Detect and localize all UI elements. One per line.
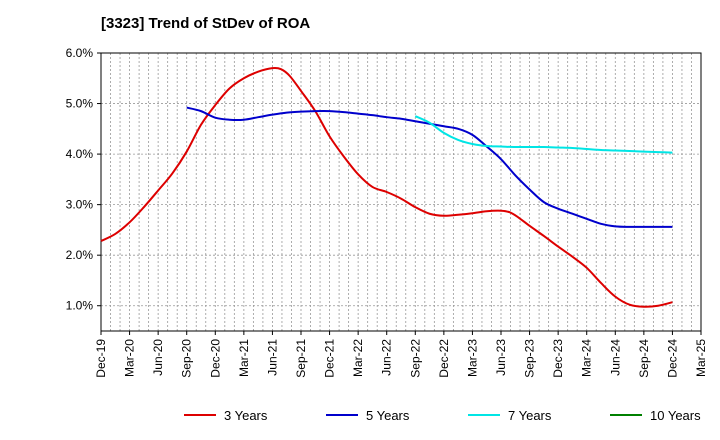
y-tick-label: 4.0% [66,147,94,161]
y-tick-label: 1.0% [66,299,94,313]
x-tick-label: Sep-22 [408,339,422,378]
x-tick-label: Sep-24 [637,339,651,378]
y-tick-label: 2.0% [66,248,94,262]
legend-label-7-years: 7 Years [508,408,552,423]
x-tick-label: Dec-20 [208,339,222,378]
x-tick-label: Sep-21 [294,339,308,378]
x-tick-label: Jun-23 [494,339,508,376]
plot-area: 1.0% 2.0% 3.0% 4.0% 5.0% 6.0% Dec-19 Mar-20 Jun-… [66,46,708,378]
x-tick-label: Mar-24 [580,339,594,377]
y-tick-label: 6.0% [66,46,94,60]
legend-label-3-years: 3 Years [224,408,268,423]
y-tick-label: 5.0% [66,97,94,111]
legend-label-5-years: 5 Years [366,408,410,423]
x-tick-label: Dec-24 [665,339,679,378]
series-line-5-years [186,106,673,228]
x-tick-label: Dec-19 [94,339,108,378]
plot-border [100,52,702,332]
x-tick-label: Mar-21 [237,339,251,377]
x-tick-label: Mar-25 [694,339,708,377]
series-line-7-years [414,115,673,154]
x-tick-label: Jun-24 [608,339,622,376]
x-tick-label: Dec-23 [551,339,565,378]
chart-title: [3323] Trend of StDev of ROA [101,15,310,32]
x-tick-label: Mar-20 [123,339,137,377]
x-tick-label: Sep-23 [523,339,537,378]
x-tick-label: Dec-21 [323,339,337,378]
x-tick-label: Jun-21 [265,339,279,376]
x-tick-label: Jun-22 [380,339,394,376]
legend: 3 Years 5 Years 7 Years 10 Years [184,408,701,423]
x-tick-label: Dec-22 [437,339,451,378]
y-tick-label: 3.0% [66,198,94,212]
x-tick-label: Jun-20 [151,339,165,376]
legend-label-10-years: 10 Years [650,408,701,423]
series-line-3-years [100,66,673,308]
x-tick-label: Sep-20 [180,339,194,378]
x-tick-label: Mar-22 [351,339,365,377]
x-tick-label: Mar-23 [465,339,479,377]
